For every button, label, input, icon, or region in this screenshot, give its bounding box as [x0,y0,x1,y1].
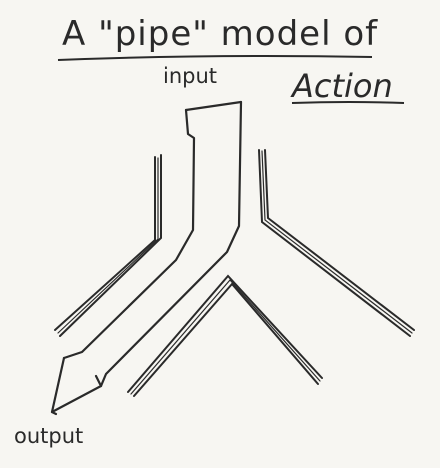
title-line1: A "pipe" model of [62,14,378,54]
branch-walls [54,149,415,397]
flow-pipe [50,100,243,416]
input-label: input [163,64,217,88]
title-underline [57,55,373,61]
title-line2-underline [291,101,405,104]
output-label: output [14,424,83,448]
title-line2: Action [290,67,393,105]
